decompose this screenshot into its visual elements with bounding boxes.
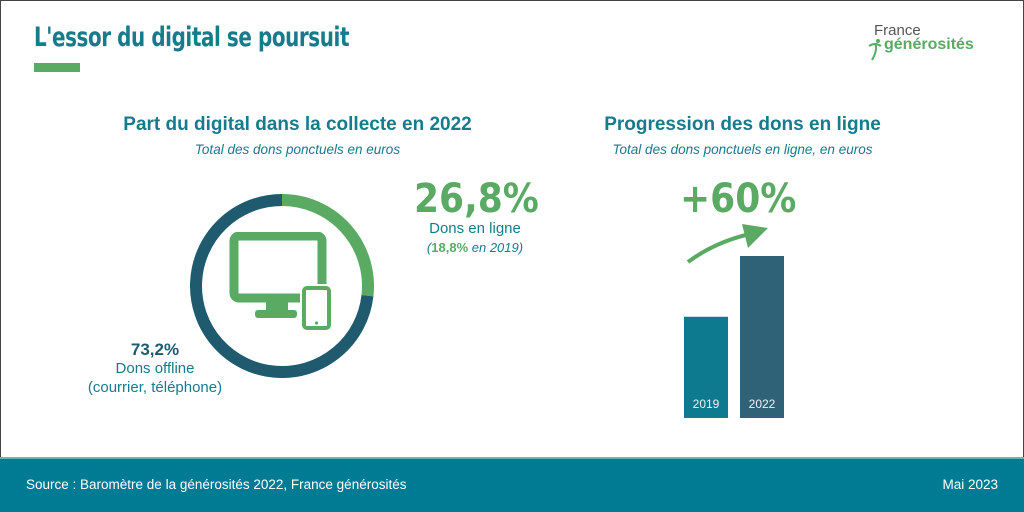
source-text: Source : Baromètre de la générosités 202…: [26, 477, 407, 492]
right-subheading: Total des dons ponctuels en ligne, en eu…: [612, 142, 873, 157]
bar-label-2022: 2022: [749, 397, 776, 411]
offline-detail: (courrier, téléphone): [87, 379, 223, 396]
prev-rest: en 2019): [468, 240, 524, 255]
logo-line1: France: [874, 22, 921, 39]
donut-slice-1: [190, 194, 374, 378]
bar-2019: [684, 316, 728, 418]
growth-label: +60%: [680, 176, 797, 222]
bar-2022: [740, 256, 784, 418]
donut-chart: [190, 194, 374, 378]
logo-line2: générosités: [884, 36, 974, 53]
bar-chart: 2019 2022: [684, 256, 784, 418]
prev-open: (: [426, 240, 432, 255]
donut-slice-0: [281, 194, 374, 297]
france-generosites-logo: France générosités: [866, 22, 1006, 64]
online-previous: (18,8% en 2019): [410, 240, 540, 255]
bar-label-2019: 2019: [693, 397, 720, 411]
online-percentage: 26,8%: [414, 176, 539, 222]
offline-percentage: 73,2%: [130, 340, 180, 359]
left-heading: Part du digital dans la collecte en 2022: [123, 114, 472, 135]
online-label: Dons en ligne: [429, 220, 521, 237]
logo-figure-icon: [868, 39, 882, 61]
page-title: L'essor du digital se poursuit: [34, 22, 350, 53]
offline-label: Dons offline: [115, 360, 195, 377]
date-text: Mai 2023: [942, 477, 998, 492]
left-subheading: Total des dons ponctuels en euros: [194, 142, 401, 157]
computer-phone-icon: [229, 232, 332, 330]
right-heading: Progression des dons en ligne: [604, 114, 881, 135]
title-underline: [34, 63, 80, 72]
prev-value: 18,8%: [431, 240, 469, 255]
footer: Source : Baromètre de la générosités 202…: [0, 457, 1024, 512]
growth-arrow-icon: [686, 224, 768, 264]
